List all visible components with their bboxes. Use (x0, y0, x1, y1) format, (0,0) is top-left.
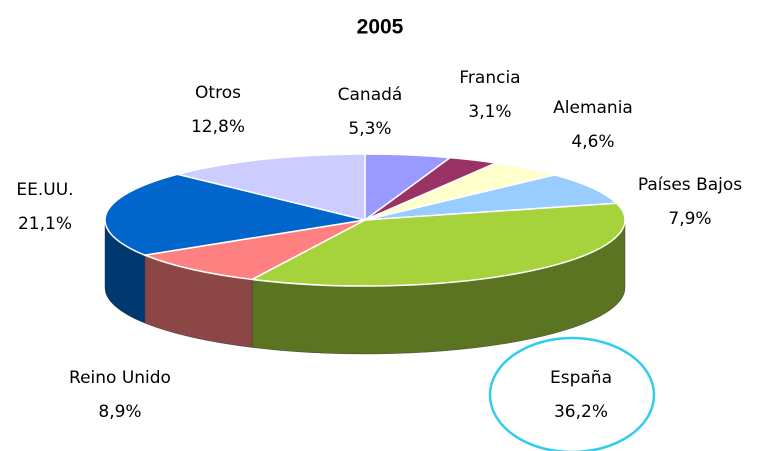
value-label: 12,8% (191, 117, 245, 137)
slice-label: EE.UU. (16, 180, 73, 200)
slice (249, 202, 626, 287)
pie (104, 153, 626, 355)
slice (104, 173, 366, 256)
value-label: 4,6% (571, 132, 614, 152)
slice-label: Otros (195, 83, 241, 103)
value-label: 8,9% (98, 402, 141, 422)
slice (364, 174, 619, 221)
highlight-ellipse (488, 336, 656, 451)
slice-label: Francia (459, 68, 520, 88)
value-label: 3,1% (468, 102, 511, 122)
slice (142, 219, 366, 281)
slice-label: Países Bajos (638, 175, 742, 195)
slice-label: Alemania (553, 98, 633, 118)
value-label: 21,1% (18, 214, 72, 234)
chart-title: 2005 (357, 16, 404, 39)
value-label: 7,9% (668, 209, 711, 229)
slice (177, 153, 366, 221)
value-label: 36,2% (554, 402, 608, 422)
slice-label: Reino Unido (69, 368, 171, 388)
slice-label: Canadá (338, 85, 403, 105)
slice-label: España (550, 368, 612, 388)
value-label: 5,3% (348, 119, 391, 139)
